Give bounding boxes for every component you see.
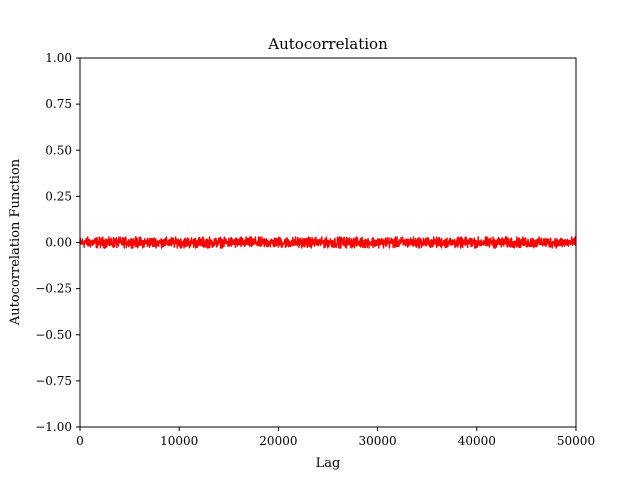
series-layer: [79, 236, 577, 249]
y-tick-label: 0.25: [45, 189, 72, 203]
x-tick-label: 10000: [160, 434, 198, 448]
y-tick-label: 0.00: [45, 236, 72, 250]
y-tick-label: −1.00: [35, 420, 72, 434]
x-tick-label: 0: [76, 434, 84, 448]
x-tick-label: 50000: [557, 434, 595, 448]
chart-title: Autocorrelation: [267, 35, 388, 53]
y-tick-label: −0.50: [35, 328, 72, 342]
x-tick-label: 40000: [458, 434, 496, 448]
x-tick-label: 20000: [259, 434, 297, 448]
y-tick-label: 0.75: [45, 97, 72, 111]
autocorrelation-series-line: [79, 236, 577, 249]
y-tick-label: 0.50: [45, 143, 72, 157]
y-tick-label: −0.75: [35, 374, 72, 388]
x-axis-label: Lag: [316, 456, 341, 471]
x-tick-label: 30000: [359, 434, 397, 448]
y-tick-label: −0.25: [35, 282, 72, 296]
y-tick-label: 1.00: [45, 51, 72, 65]
y-axis-label: Autocorrelation Function: [8, 158, 23, 326]
x-axis: 0 10000 20000 30000 40000 50000: [76, 427, 595, 448]
y-axis: 1.00 0.75 0.50 0.25 0.00 −0.25 −0.50 −0.75 −1.00: [35, 51, 80, 434]
